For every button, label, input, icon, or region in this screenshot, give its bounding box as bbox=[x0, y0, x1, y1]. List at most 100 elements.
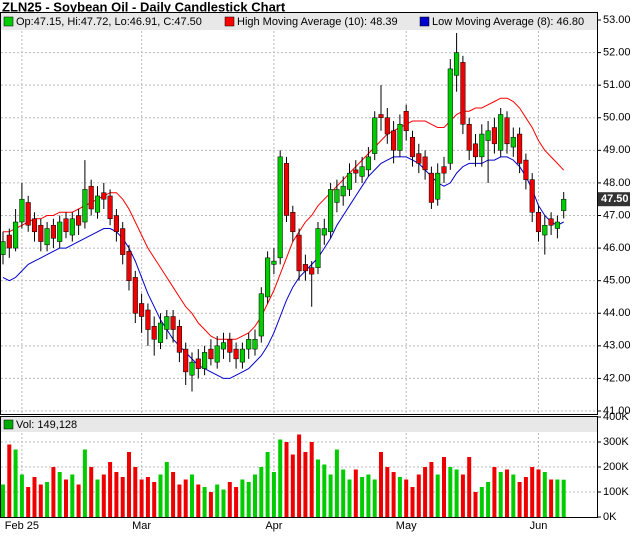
volume-bar bbox=[467, 457, 472, 517]
volume-bar bbox=[278, 439, 283, 517]
volume-bar bbox=[139, 479, 144, 517]
candle-body bbox=[0, 241, 6, 255]
volume-bar bbox=[328, 474, 333, 517]
candle-body bbox=[441, 166, 447, 174]
candle-body bbox=[447, 68, 453, 164]
volume-bar bbox=[410, 487, 415, 517]
candle-body bbox=[101, 192, 107, 200]
volume-bar bbox=[246, 482, 251, 517]
candle-body bbox=[309, 267, 315, 275]
candle-body bbox=[13, 221, 19, 249]
volume-bar bbox=[26, 487, 31, 517]
x-tick-label: Feb 25 bbox=[5, 520, 39, 532]
candle-body bbox=[365, 156, 371, 171]
volume-bar bbox=[353, 469, 358, 517]
candle-body bbox=[290, 211, 296, 233]
candle-body bbox=[498, 114, 504, 151]
candle-body bbox=[384, 117, 390, 135]
candle-body bbox=[69, 218, 75, 236]
volume-bar bbox=[202, 487, 207, 517]
candle-body bbox=[554, 221, 560, 229]
volume-bar bbox=[505, 469, 509, 517]
legend-ohlc: Op:47.15, Hi:47.72, Lo:46.91, C:47.50 bbox=[16, 16, 202, 28]
candle-body bbox=[485, 130, 491, 141]
volume-bar bbox=[259, 467, 264, 517]
candle-body bbox=[472, 143, 479, 158]
candle-body bbox=[510, 137, 516, 148]
candle-body bbox=[479, 133, 485, 158]
legend-swatch bbox=[224, 16, 235, 27]
volume-bar bbox=[473, 492, 478, 517]
volume-bar bbox=[442, 457, 446, 517]
candle-body bbox=[504, 117, 510, 145]
volume-bar bbox=[309, 442, 314, 517]
y-tick-label: 47.00 bbox=[603, 209, 631, 221]
volume-bar bbox=[108, 462, 113, 517]
candle-body bbox=[346, 172, 353, 190]
candle-body bbox=[157, 322, 164, 343]
candle-body bbox=[126, 251, 132, 281]
volume-bar bbox=[372, 479, 377, 517]
y-tick-label: 300K bbox=[603, 436, 629, 448]
y-tick-label: 41.00 bbox=[603, 405, 631, 417]
volume-bar bbox=[145, 477, 150, 517]
volume-bar bbox=[70, 474, 75, 517]
candle-body bbox=[378, 114, 384, 119]
candle-body bbox=[220, 342, 227, 350]
volume-bar bbox=[341, 469, 346, 517]
candle-body bbox=[170, 316, 176, 330]
legend-label: High Moving Average (10): 48.39 bbox=[237, 16, 398, 28]
y-tick-label: 51.00 bbox=[603, 79, 631, 91]
volume-bar bbox=[435, 474, 440, 517]
candle-body bbox=[31, 218, 38, 233]
volume-bar bbox=[366, 474, 371, 517]
volume-bar bbox=[158, 474, 163, 517]
candle-body bbox=[202, 352, 208, 369]
candle-body bbox=[328, 189, 334, 233]
candle-body bbox=[391, 130, 397, 151]
volume-bar bbox=[423, 467, 428, 517]
volume-bar bbox=[322, 464, 327, 517]
volume-bar bbox=[492, 467, 497, 517]
y-tick-label: 53.00 bbox=[603, 14, 631, 26]
candle-body bbox=[120, 228, 126, 255]
candle-body bbox=[353, 169, 359, 174]
candle-body bbox=[94, 195, 101, 213]
candle-body bbox=[88, 185, 94, 210]
candle-body bbox=[246, 339, 252, 350]
y-tick-label: 200K bbox=[603, 461, 629, 473]
y-tick-label: 49.00 bbox=[603, 144, 631, 156]
volume-bar bbox=[290, 454, 295, 517]
candle-body bbox=[466, 124, 472, 151]
volume-bar bbox=[196, 484, 201, 517]
candle-body bbox=[189, 361, 195, 376]
volume-bar bbox=[265, 452, 270, 517]
volume-bar bbox=[190, 474, 194, 517]
volume-bar bbox=[227, 482, 232, 517]
x-tick-label: May bbox=[396, 520, 417, 532]
candle-body bbox=[57, 221, 63, 242]
volume-bar bbox=[530, 467, 535, 517]
candle-body bbox=[76, 215, 82, 226]
candle-body bbox=[409, 137, 416, 158]
candle-body bbox=[19, 198, 25, 223]
candle-body bbox=[359, 166, 365, 177]
volume-bar bbox=[76, 484, 81, 517]
volume-header bbox=[1, 417, 597, 432]
volume-bar bbox=[234, 487, 239, 517]
volume-bar bbox=[120, 477, 125, 517]
candle-body bbox=[296, 234, 302, 272]
moving-average-line bbox=[2, 156, 564, 379]
y-tick-label: 42.00 bbox=[603, 372, 631, 384]
candle-body bbox=[183, 348, 189, 373]
candle-body bbox=[491, 127, 497, 145]
candle-body bbox=[523, 159, 529, 180]
candle-body bbox=[403, 110, 409, 132]
volume-bar bbox=[45, 482, 50, 517]
volume-bar bbox=[89, 467, 94, 517]
volume-bar bbox=[82, 449, 87, 517]
x-tick-label: Mar bbox=[132, 520, 151, 532]
legend-label: Low Moving Average (8): 46.80 bbox=[432, 16, 584, 28]
y-tick-label: 52.00 bbox=[603, 46, 631, 58]
